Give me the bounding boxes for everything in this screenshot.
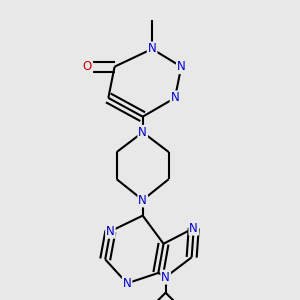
- Text: N: N: [106, 225, 115, 238]
- Text: O: O: [83, 60, 92, 73]
- Text: N: N: [189, 222, 198, 235]
- Text: N: N: [123, 277, 131, 290]
- Text: N: N: [177, 60, 186, 73]
- Text: N: N: [138, 194, 147, 206]
- Text: N: N: [161, 271, 170, 284]
- Text: N: N: [171, 92, 179, 104]
- Text: N: N: [138, 126, 147, 139]
- Text: N: N: [148, 43, 157, 56]
